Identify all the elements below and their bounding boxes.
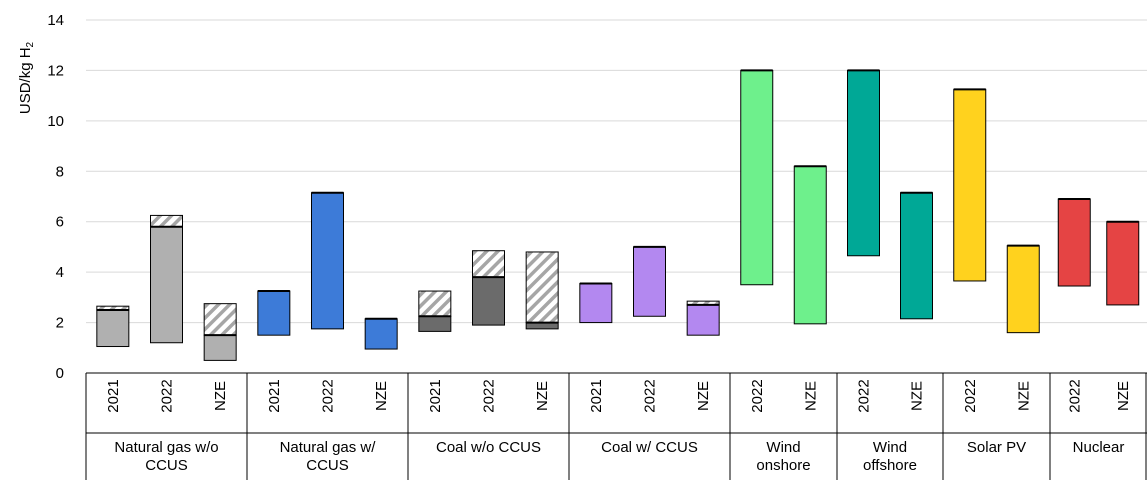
bar-range <box>204 335 236 360</box>
x-category-label: 2022 <box>320 379 337 412</box>
bar-range <box>687 305 719 335</box>
bar-range <box>1007 246 1039 333</box>
x-category-label: 2021 <box>588 379 605 412</box>
x-category-label: NZE <box>534 381 551 411</box>
bar-range <box>954 89 986 281</box>
x-group-label: Coal w/ CCUS <box>601 439 698 456</box>
y-tick-label: 14 <box>47 12 64 29</box>
bar-hatch-segment <box>151 215 183 226</box>
bar-range <box>848 70 880 255</box>
bar-range <box>151 227 183 343</box>
x-category-label: NZE <box>212 381 229 411</box>
bar-range <box>419 316 451 331</box>
x-group-label: offshore <box>863 457 917 474</box>
bar-range <box>901 193 933 319</box>
gridlines <box>86 20 1147 323</box>
bar-range <box>97 310 129 347</box>
y-tick-label: 10 <box>47 113 64 130</box>
x-category-label: 2022 <box>962 379 979 412</box>
bar-range <box>794 166 826 324</box>
x-category-label: NZE <box>373 381 390 411</box>
x-group-label: Coal w/o CCUS <box>436 439 541 456</box>
x-category-label: 2022 <box>856 379 873 412</box>
bar-range <box>258 291 290 335</box>
y-tick-label: 4 <box>56 264 64 281</box>
x-category-label: 2021 <box>427 379 444 412</box>
bar-range <box>365 319 397 349</box>
y-tick-label: 2 <box>56 315 64 332</box>
bar-hatch-segment <box>526 252 558 323</box>
x-group-label: Nuclear <box>1073 439 1125 456</box>
x-category-label: 2021 <box>105 379 122 412</box>
x-category-label: NZE <box>695 381 712 411</box>
bar-range <box>634 247 666 316</box>
bars <box>97 70 1139 360</box>
bar-hatch-segment <box>204 304 236 336</box>
bar-range <box>1107 222 1139 305</box>
x-group-label: Natural gas w/ <box>280 439 377 456</box>
x-category-label: 2022 <box>1066 379 1083 412</box>
y-tick-label: 12 <box>47 62 64 79</box>
bar-range <box>741 70 773 284</box>
x-category-label: NZE <box>802 381 819 411</box>
bar-range <box>1058 199 1090 286</box>
x-group-label: Solar PV <box>967 439 1026 456</box>
x-category-label: 2022 <box>642 379 659 412</box>
y-tick-label: 0 <box>56 365 64 382</box>
bar-hatch-segment <box>419 291 451 316</box>
x-group-label: CCUS <box>145 457 188 474</box>
x-category-label: NZE <box>909 381 926 411</box>
x-group-label: Natural gas w/o <box>114 439 218 456</box>
x-category-label: NZE <box>1015 381 1032 411</box>
y-tick-label: 8 <box>56 163 64 180</box>
x-category-label: 2022 <box>749 379 766 412</box>
bar-hatch-segment <box>473 251 505 277</box>
bar-range <box>312 193 344 329</box>
x-category-label: 2022 <box>159 379 176 412</box>
x-category-label: NZE <box>1115 381 1132 411</box>
y-tick-label: 6 <box>56 214 64 231</box>
y-axis: 0 2 4 6 8 10 12 14 <box>47 12 64 382</box>
x-group-label: Wind <box>873 439 907 456</box>
bar-range <box>580 283 612 322</box>
x-group-label: Wind <box>766 439 800 456</box>
x-group-label: onshore <box>756 457 810 474</box>
bar-range <box>473 277 505 325</box>
x-category-label: 2021 <box>266 379 283 412</box>
x-category-label: 2022 <box>481 379 498 412</box>
x-group-label: CCUS <box>306 457 349 474</box>
y-axis-title: USD/kg H2 <box>17 41 36 114</box>
